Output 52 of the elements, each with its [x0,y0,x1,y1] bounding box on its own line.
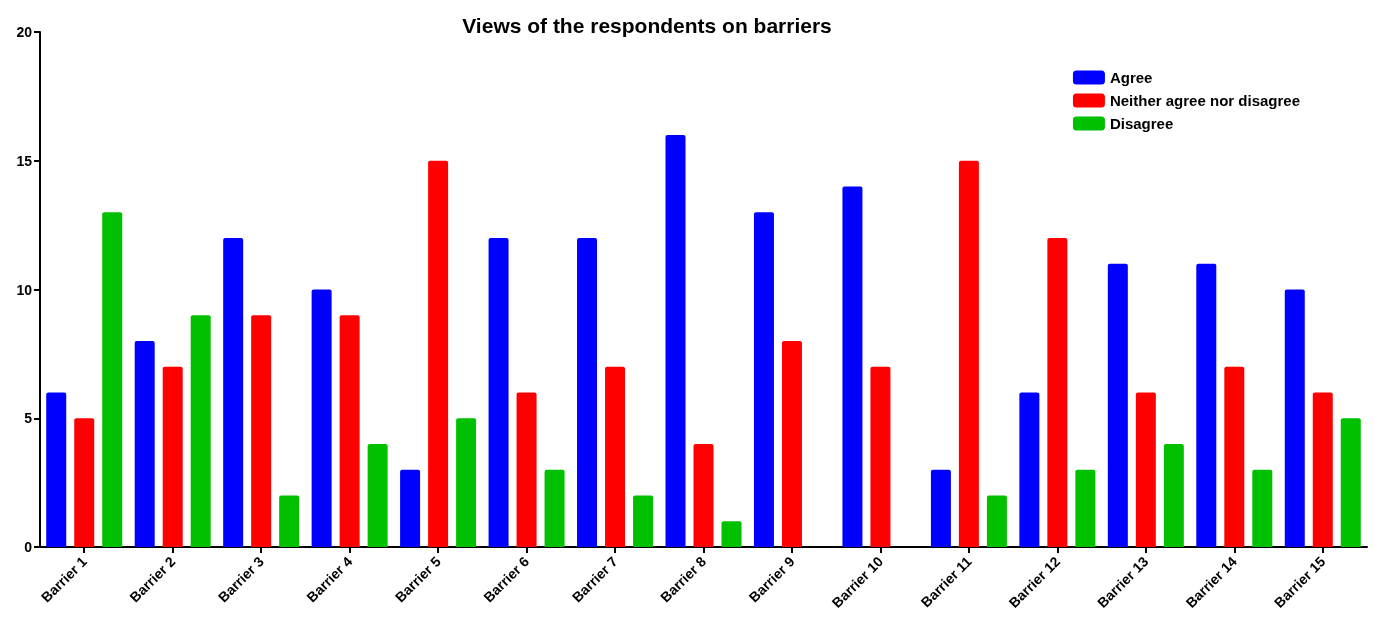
bar [223,238,244,547]
bar [1252,469,1273,547]
bar [1135,392,1156,547]
bar [1340,418,1361,547]
bar [46,392,67,547]
bar [74,418,95,547]
bar [428,160,449,547]
bar [577,238,598,547]
bar [930,469,951,547]
legend-label: Disagree [1109,115,1174,132]
bar [721,521,742,547]
legend-label: Agree [1109,69,1153,86]
y-tick-label: 15 [16,152,33,169]
bar [134,341,155,547]
bar [279,495,300,547]
bar [781,341,802,547]
bar [456,418,477,547]
bar [251,315,272,547]
bar [1075,469,1096,547]
y-tick-label: 0 [24,539,33,555]
bar [1196,263,1217,547]
bar [1047,238,1068,547]
bar [753,212,774,547]
bar [339,315,360,547]
y-tick-label: 5 [24,410,33,427]
bar [605,366,626,547]
bar [102,212,123,547]
bar [842,186,863,547]
bar [870,366,891,547]
bar [1163,444,1184,547]
bar [544,469,565,547]
chart-title: Views of the respondents on barriers [462,14,832,37]
bar [311,289,332,547]
bar [633,495,654,547]
legend-label: Neither agree nor disagree [1109,92,1301,109]
bar [516,392,537,547]
bar [162,366,183,547]
y-tick-label: 20 [16,24,33,40]
y-tick-label: 10 [16,281,33,298]
bar [1284,289,1305,547]
bar [1312,392,1333,547]
bar [1107,263,1128,547]
bar [693,444,714,547]
bar [986,495,1007,547]
bar [1224,366,1245,547]
bar [958,160,979,547]
bar [367,444,388,547]
bar [1019,392,1040,547]
bar [190,315,211,547]
bar [488,238,509,547]
bar [665,135,686,547]
bar [400,469,421,547]
